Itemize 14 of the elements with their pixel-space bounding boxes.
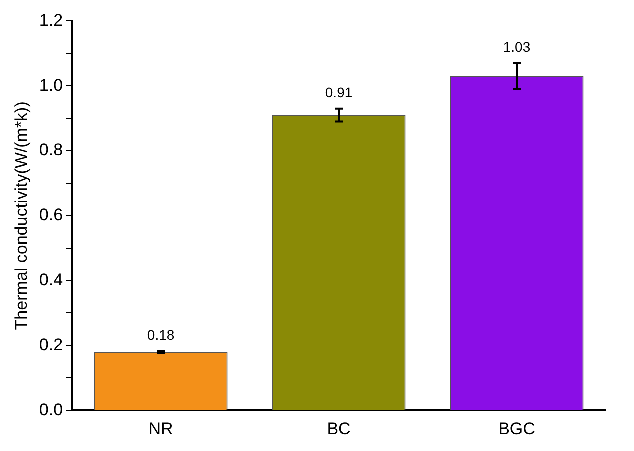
- y-tick-label: 0.8: [39, 140, 64, 160]
- data-label: 0.18: [147, 327, 175, 344]
- data-label: 1.03: [503, 39, 531, 56]
- y-tick-label: 0.6: [39, 206, 64, 225]
- y-tick-label: 1.0: [39, 76, 64, 95]
- y-tick-label: 1.2: [39, 10, 64, 30]
- x-tick-label: BGC: [498, 419, 536, 438]
- x-tick-label: NR: [148, 419, 174, 438]
- y-tick-label: 0.2: [39, 335, 64, 354]
- y-tick-label: 0.4: [39, 270, 64, 290]
- y-tick-label: 0.0: [39, 400, 64, 420]
- data-label: 0.91: [325, 84, 353, 101]
- y-axis-title: Thermal conductivity(W/(m*k)): [12, 102, 31, 330]
- x-tick-label: BC: [327, 419, 351, 438]
